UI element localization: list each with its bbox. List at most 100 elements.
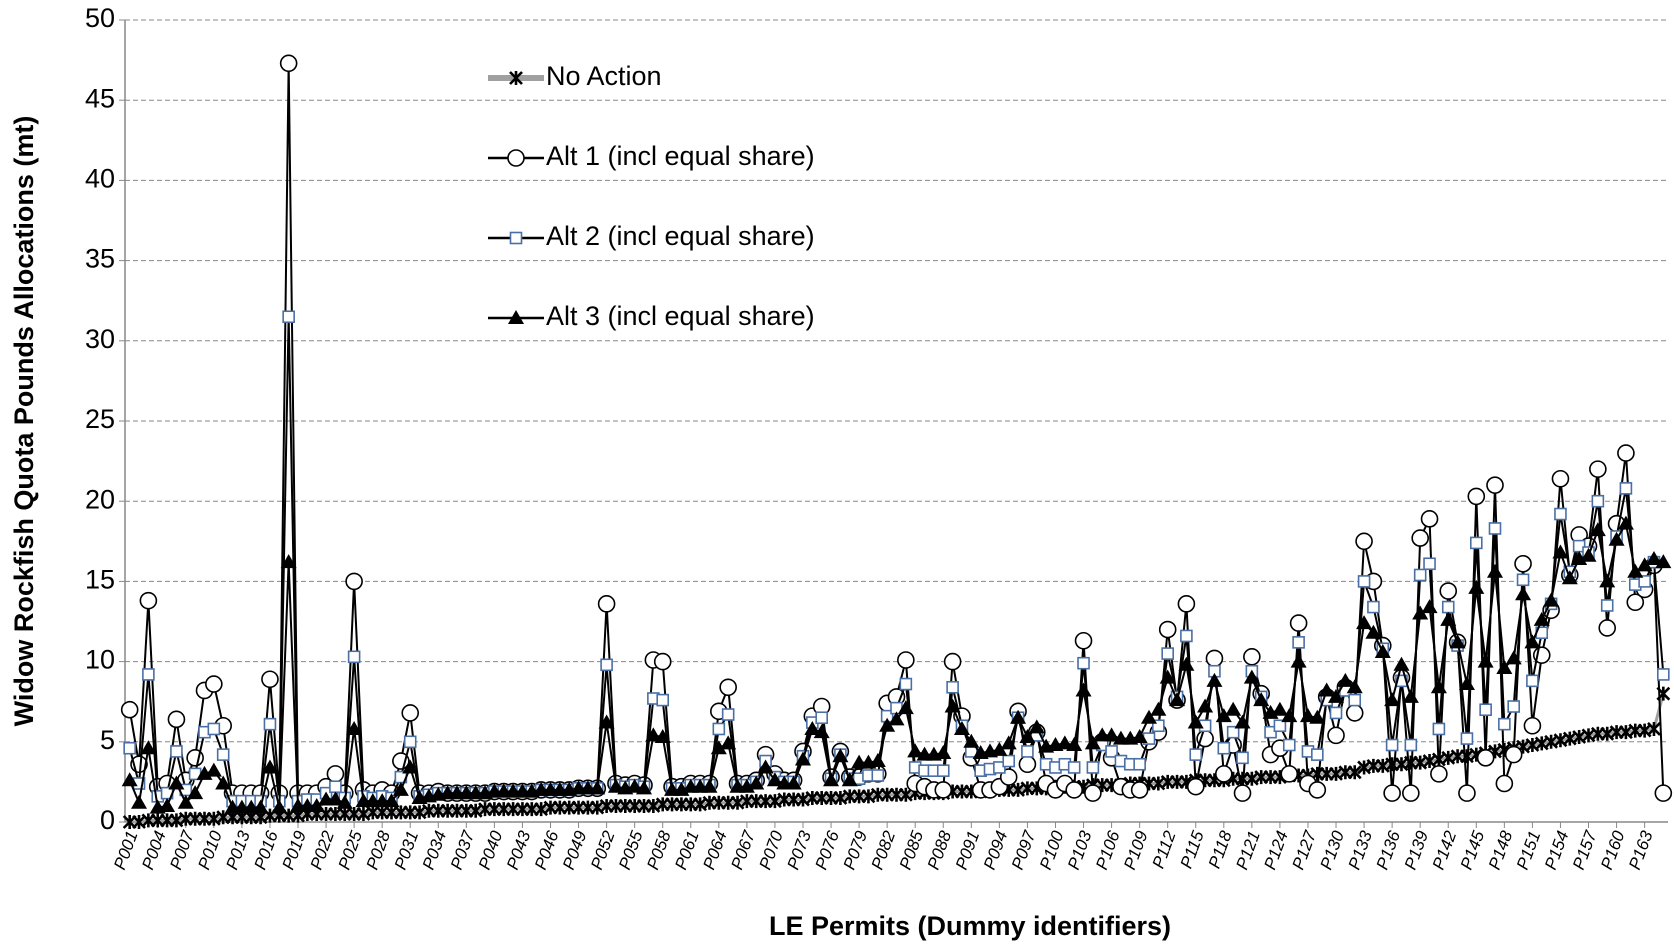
marker bbox=[336, 794, 353, 809]
marker bbox=[402, 759, 419, 774]
marker bbox=[1374, 643, 1391, 658]
marker bbox=[1086, 761, 1100, 774]
y-tick-label: 20 bbox=[85, 484, 115, 514]
marker bbox=[1205, 649, 1224, 668]
marker bbox=[1177, 595, 1196, 613]
marker bbox=[1074, 631, 1093, 650]
marker bbox=[1385, 738, 1399, 752]
marker bbox=[1328, 688, 1345, 703]
marker bbox=[279, 54, 298, 73]
marker bbox=[991, 741, 1008, 756]
x-tick-label: P082 bbox=[868, 828, 900, 872]
marker bbox=[1439, 582, 1458, 600]
marker bbox=[1411, 529, 1429, 547]
legend-item: No Action bbox=[488, 61, 662, 91]
marker bbox=[1187, 714, 1204, 729]
marker bbox=[879, 717, 896, 732]
marker bbox=[815, 711, 828, 725]
marker bbox=[943, 652, 962, 671]
marker bbox=[1103, 727, 1120, 742]
marker bbox=[1638, 575, 1651, 588]
x-tick-label: P151 bbox=[1513, 828, 1544, 872]
marker bbox=[1589, 460, 1607, 478]
x-tick-label: P019 bbox=[279, 828, 311, 872]
marker bbox=[1206, 672, 1223, 687]
marker bbox=[1215, 708, 1232, 723]
x-tick-label: P028 bbox=[363, 828, 395, 872]
legend-label: No Action bbox=[546, 61, 662, 91]
marker bbox=[936, 764, 950, 777]
x-tick-label: P112 bbox=[1149, 828, 1180, 871]
x-tick-label: P085 bbox=[896, 828, 928, 872]
marker bbox=[944, 698, 961, 713]
marker bbox=[1346, 679, 1363, 694]
marker bbox=[1468, 579, 1485, 594]
x-tick-label: P016 bbox=[250, 828, 282, 872]
legend-item: Alt 3 (incl equal share) bbox=[488, 301, 815, 331]
marker bbox=[1253, 692, 1270, 707]
x-axis-title: LE Permits (Dummy identifiers) bbox=[769, 911, 1171, 941]
marker bbox=[1430, 765, 1448, 783]
marker bbox=[871, 769, 885, 782]
x-tick-label: P013 bbox=[222, 828, 254, 872]
legend-label: Alt 3 (incl equal share) bbox=[546, 301, 815, 331]
x-tick-label: P079 bbox=[840, 828, 872, 872]
marker bbox=[720, 735, 737, 750]
marker bbox=[869, 753, 886, 768]
marker bbox=[888, 711, 905, 726]
marker bbox=[1271, 701, 1288, 716]
marker bbox=[159, 797, 176, 812]
marker bbox=[1458, 784, 1476, 802]
marker bbox=[327, 791, 344, 806]
marker bbox=[813, 724, 830, 739]
x-tick-label: P115 bbox=[1177, 828, 1208, 871]
marker bbox=[1273, 719, 1287, 733]
x-tick-label: P055 bbox=[615, 828, 647, 872]
marker bbox=[804, 720, 821, 735]
marker bbox=[1654, 784, 1673, 802]
y-tick-label: 45 bbox=[85, 83, 115, 113]
marker bbox=[1432, 722, 1446, 736]
marker bbox=[656, 693, 670, 707]
marker bbox=[1467, 487, 1486, 506]
marker bbox=[1197, 698, 1214, 713]
marker bbox=[1158, 620, 1177, 639]
marker bbox=[719, 678, 737, 697]
marker bbox=[1347, 765, 1362, 780]
x-tick-label: P139 bbox=[1401, 828, 1433, 872]
x-tick-label: P007 bbox=[166, 828, 198, 872]
marker bbox=[1329, 706, 1343, 720]
marker bbox=[1423, 557, 1436, 571]
x-tick-label: P046 bbox=[531, 828, 563, 872]
marker bbox=[600, 658, 613, 672]
y-tick-label: 15 bbox=[85, 565, 115, 595]
marker bbox=[1084, 735, 1101, 750]
marker bbox=[1496, 660, 1513, 675]
marker bbox=[1028, 719, 1045, 734]
marker bbox=[1608, 531, 1625, 546]
marker bbox=[897, 700, 914, 715]
x-tick-label: P073 bbox=[784, 828, 816, 872]
marker bbox=[1598, 619, 1617, 637]
marker bbox=[1413, 568, 1427, 582]
x-tick-label: P031 bbox=[391, 828, 422, 872]
marker bbox=[1133, 757, 1146, 771]
marker bbox=[205, 675, 223, 693]
marker bbox=[207, 722, 221, 736]
marker bbox=[120, 700, 139, 719]
marker bbox=[934, 781, 953, 799]
marker bbox=[403, 735, 417, 749]
marker bbox=[329, 780, 342, 794]
marker bbox=[1384, 692, 1401, 707]
marker bbox=[1131, 728, 1148, 743]
marker bbox=[1551, 469, 1570, 488]
marker bbox=[1599, 573, 1616, 588]
x-tick-label: P160 bbox=[1597, 828, 1629, 872]
marker bbox=[794, 751, 811, 766]
marker bbox=[1505, 650, 1522, 665]
marker bbox=[1552, 544, 1569, 559]
marker bbox=[383, 793, 400, 808]
marker bbox=[899, 677, 913, 691]
marker bbox=[721, 708, 735, 721]
marker bbox=[1449, 634, 1466, 649]
